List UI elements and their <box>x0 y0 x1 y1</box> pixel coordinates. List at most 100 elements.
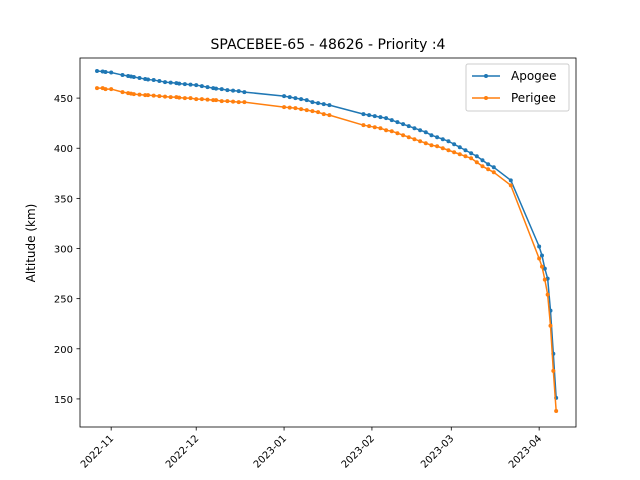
apogee-point <box>242 90 247 95</box>
y-tick-label: 400 <box>54 144 73 155</box>
perigee-point <box>418 139 423 144</box>
apogee-point <box>194 83 199 88</box>
y-tick-label: 350 <box>54 194 73 205</box>
apogee-line <box>96 70 557 398</box>
perigee-point <box>205 97 210 102</box>
perigee-point <box>474 160 479 165</box>
apogee-point <box>367 113 372 118</box>
perigee-point <box>537 256 542 261</box>
apogee-point <box>177 81 182 86</box>
apogee-point <box>304 98 309 103</box>
apogee-point <box>182 82 187 87</box>
series-layer <box>95 69 559 413</box>
perigee-point <box>446 148 451 153</box>
perigee-point <box>469 156 474 161</box>
apogee-point <box>406 124 411 129</box>
apogee-point <box>508 178 513 183</box>
apogee-point <box>327 103 332 108</box>
apogee-point <box>214 86 219 91</box>
legend-marker-perigee <box>484 96 488 100</box>
apogee-point <box>378 115 383 120</box>
perigee-point <box>486 167 491 172</box>
perigee-point <box>304 108 309 113</box>
apogee-point <box>542 266 547 271</box>
y-tick-label: 150 <box>54 395 73 406</box>
perigee-point <box>378 126 383 131</box>
apogee-point <box>457 145 462 150</box>
perigee-point <box>109 87 114 92</box>
apogee-point <box>412 126 417 131</box>
perigee-point <box>236 100 241 105</box>
apogee-point <box>225 88 230 93</box>
apogee-point <box>469 151 474 156</box>
apogee-point <box>310 100 315 105</box>
apogee-point <box>361 112 366 117</box>
apogee-point <box>429 133 434 138</box>
perigee-point <box>214 98 219 103</box>
perigee-point <box>548 323 553 328</box>
perigee-point <box>168 95 173 100</box>
apogee-point <box>423 130 428 135</box>
apogee-point <box>103 70 108 75</box>
apogee-point <box>463 148 468 153</box>
perigee-point <box>151 93 156 98</box>
perigee-point <box>395 131 400 136</box>
perigee-point <box>457 152 462 157</box>
apogee-point <box>188 82 193 87</box>
apogee-point <box>321 102 326 107</box>
perigee-point <box>412 137 417 142</box>
apogee-point <box>293 96 298 101</box>
y-tick-label: 200 <box>54 345 73 356</box>
perigee-line <box>97 87 557 412</box>
apogee-point <box>452 142 457 147</box>
apogee-point <box>474 154 479 159</box>
apogee-point <box>131 75 136 80</box>
apogee-point <box>537 244 542 249</box>
perigee-point <box>480 164 485 169</box>
apogee-point <box>287 95 292 100</box>
perigee-point <box>287 105 292 110</box>
perigee-point <box>406 135 411 140</box>
perigee-point <box>389 129 394 134</box>
apogee-point <box>486 162 491 167</box>
legend: Apogee Perigee <box>465 63 570 112</box>
apogee-point <box>109 70 114 75</box>
legend-marker-apogee <box>484 74 488 78</box>
perigee-point <box>554 408 559 413</box>
perigee-point <box>361 123 366 128</box>
apogee-point <box>372 114 377 119</box>
legend-label-perigee: Perigee <box>511 91 556 105</box>
perigee-point <box>177 95 182 100</box>
perigee-point <box>384 128 389 133</box>
y-tick-label: 250 <box>54 295 73 306</box>
apogee-point <box>168 80 173 85</box>
apogee-point <box>205 85 210 90</box>
apogee-point <box>163 80 168 85</box>
perigee-point <box>310 109 315 114</box>
apogee-point <box>491 165 496 170</box>
apogee-point <box>446 139 451 144</box>
perigee-point <box>242 100 247 105</box>
perigee-point <box>199 97 204 102</box>
apogee-point <box>401 122 406 127</box>
perigee-point <box>452 150 457 155</box>
perigee-point <box>401 133 406 138</box>
perigee-point <box>545 292 550 297</box>
apogee-point <box>151 78 156 83</box>
perigee-point <box>188 96 193 101</box>
perigee-point <box>146 93 151 98</box>
perigee-point <box>299 107 304 112</box>
apogee-point <box>299 97 304 102</box>
apogee-point <box>157 79 162 84</box>
perigee-point <box>182 96 187 101</box>
y-axis-label: Altitude (km) <box>24 204 38 283</box>
apogee-point <box>231 88 236 93</box>
perigee-point <box>157 94 162 99</box>
perigee-point <box>372 125 377 130</box>
perigee-point <box>542 277 547 282</box>
perigee-point <box>321 112 326 117</box>
perigee-point <box>440 146 445 151</box>
apogee-point <box>440 137 445 142</box>
perigee-point <box>143 93 148 98</box>
